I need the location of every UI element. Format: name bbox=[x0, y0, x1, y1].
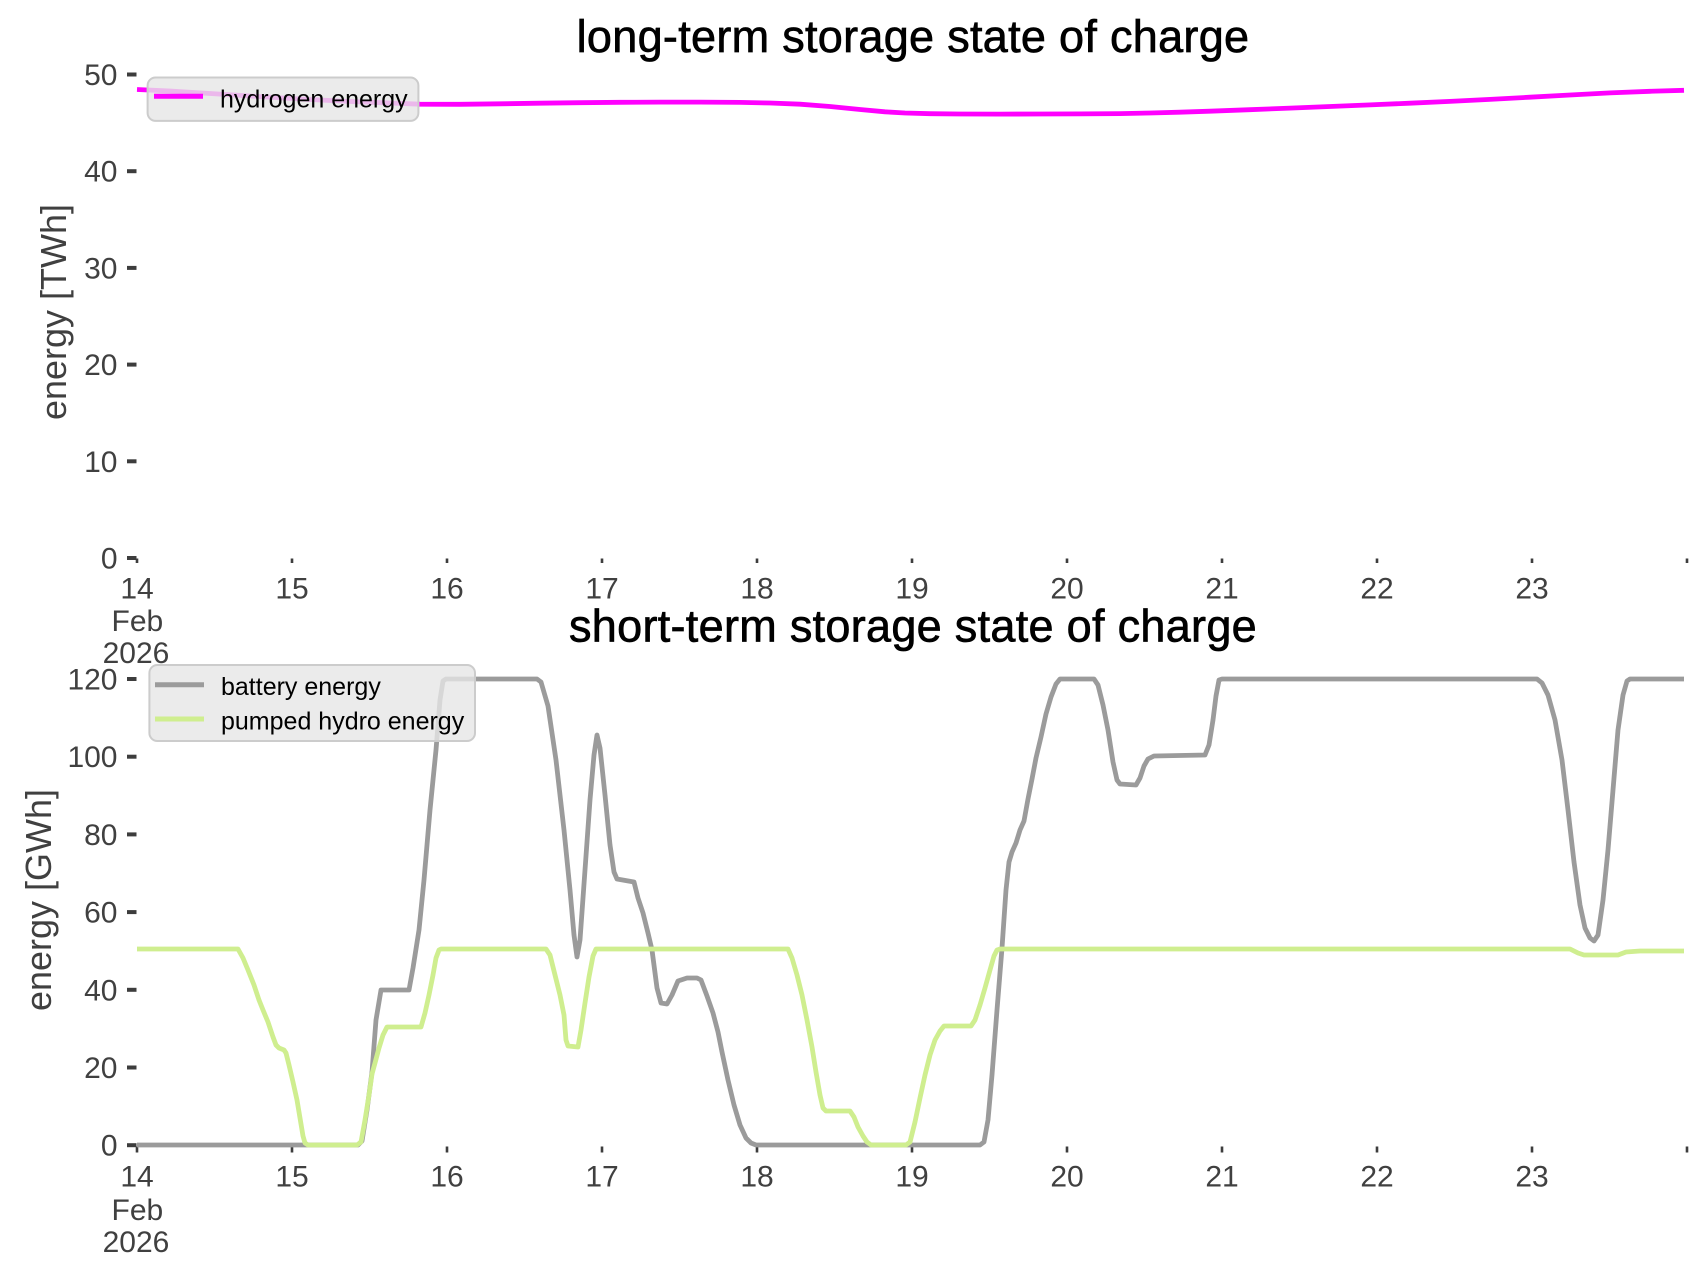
svg-text:14: 14 bbox=[120, 1161, 153, 1194]
svg-text:20: 20 bbox=[1050, 573, 1083, 606]
svg-text:120: 120 bbox=[67, 664, 117, 697]
svg-text:0: 0 bbox=[101, 1130, 118, 1163]
svg-text:30: 30 bbox=[84, 252, 117, 285]
svg-text:2026: 2026 bbox=[103, 1226, 170, 1259]
svg-text:60: 60 bbox=[84, 897, 117, 930]
svg-text:19: 19 bbox=[895, 573, 928, 606]
svg-text:20: 20 bbox=[84, 349, 117, 382]
svg-text:23: 23 bbox=[1515, 1161, 1548, 1194]
svg-text:14: 14 bbox=[120, 573, 153, 606]
svg-text:Feb: Feb bbox=[112, 1194, 164, 1227]
svg-text:18: 18 bbox=[740, 573, 773, 606]
svg-text:long-term storage state of cha: long-term storage state of charge bbox=[577, 11, 1250, 62]
svg-text:22: 22 bbox=[1360, 573, 1393, 606]
svg-text:80: 80 bbox=[84, 819, 117, 852]
svg-text:50: 50 bbox=[84, 59, 117, 92]
svg-text:17: 17 bbox=[585, 573, 618, 606]
svg-text:hydrogen energy: hydrogen energy bbox=[220, 86, 408, 114]
svg-text:18: 18 bbox=[740, 1161, 773, 1194]
svg-text:energy [GWh]: energy [GWh] bbox=[18, 789, 59, 1011]
svg-text:15: 15 bbox=[275, 1161, 308, 1194]
svg-text:0: 0 bbox=[101, 543, 118, 576]
svg-text:19: 19 bbox=[895, 1161, 928, 1194]
svg-text:100: 100 bbox=[67, 741, 117, 774]
svg-text:energy [TWh]: energy [TWh] bbox=[33, 204, 74, 420]
svg-text:16: 16 bbox=[430, 573, 463, 606]
svg-text:battery energy: battery energy bbox=[221, 673, 381, 701]
svg-text:short-term storage state of ch: short-term storage state of charge bbox=[569, 601, 1257, 652]
svg-text:21: 21 bbox=[1205, 573, 1238, 606]
svg-text:21: 21 bbox=[1205, 1161, 1238, 1194]
svg-text:40: 40 bbox=[84, 156, 117, 189]
svg-text:17: 17 bbox=[585, 1161, 618, 1194]
svg-text:20: 20 bbox=[1050, 1161, 1083, 1194]
svg-text:22: 22 bbox=[1360, 1161, 1393, 1194]
svg-text:20: 20 bbox=[84, 1052, 117, 1085]
svg-text:pumped hydro energy: pumped hydro energy bbox=[221, 708, 465, 736]
svg-text:Feb: Feb bbox=[112, 605, 164, 638]
svg-text:15: 15 bbox=[275, 573, 308, 606]
svg-text:16: 16 bbox=[430, 1161, 463, 1194]
svg-text:40: 40 bbox=[84, 974, 117, 1007]
svg-text:23: 23 bbox=[1515, 573, 1548, 606]
svg-text:10: 10 bbox=[84, 446, 117, 479]
